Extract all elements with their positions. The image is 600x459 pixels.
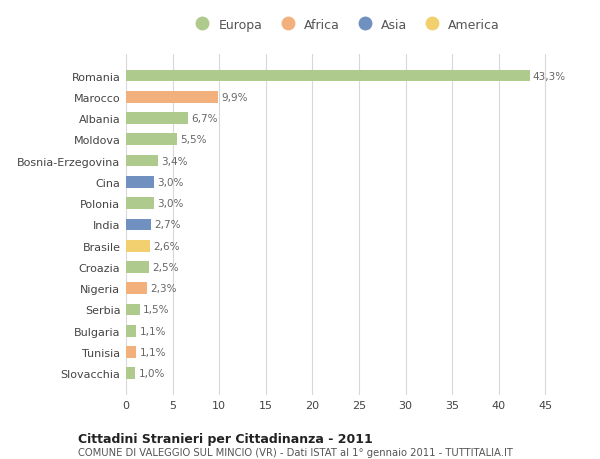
Text: 2,3%: 2,3% — [151, 284, 177, 294]
Text: 5,5%: 5,5% — [181, 135, 207, 145]
Text: 1,1%: 1,1% — [140, 326, 166, 336]
Bar — [126, 113, 188, 125]
Bar — [126, 241, 150, 252]
Bar — [126, 156, 158, 167]
Bar — [126, 219, 151, 231]
Bar — [126, 134, 177, 146]
Text: 43,3%: 43,3% — [533, 71, 566, 81]
Text: 1,1%: 1,1% — [140, 347, 166, 357]
Text: 1,0%: 1,0% — [139, 369, 165, 379]
Text: 3,0%: 3,0% — [157, 199, 184, 209]
Text: 1,5%: 1,5% — [143, 305, 170, 315]
Text: 3,4%: 3,4% — [161, 156, 187, 166]
Bar — [126, 262, 149, 273]
Text: COMUNE DI VALEGGIO SUL MINCIO (VR) - Dati ISTAT al 1° gennaio 2011 - TUTTITALIA.: COMUNE DI VALEGGIO SUL MINCIO (VR) - Dat… — [78, 447, 513, 457]
Bar — [126, 283, 148, 294]
Text: 2,6%: 2,6% — [154, 241, 180, 251]
Bar — [126, 177, 154, 188]
Text: 2,7%: 2,7% — [154, 220, 181, 230]
Bar — [126, 198, 154, 209]
Bar — [126, 347, 136, 358]
Text: 2,5%: 2,5% — [152, 263, 179, 272]
Bar — [126, 71, 530, 82]
Text: Cittadini Stranieri per Cittadinanza - 2011: Cittadini Stranieri per Cittadinanza - 2… — [78, 432, 373, 445]
Text: 3,0%: 3,0% — [157, 178, 184, 187]
Bar — [126, 304, 140, 316]
Legend: Europa, Africa, Asia, America: Europa, Africa, Asia, America — [185, 14, 505, 37]
Bar — [126, 368, 136, 379]
Text: 6,7%: 6,7% — [192, 114, 218, 124]
Bar — [126, 92, 218, 103]
Bar — [126, 325, 136, 337]
Text: 9,9%: 9,9% — [221, 93, 248, 102]
